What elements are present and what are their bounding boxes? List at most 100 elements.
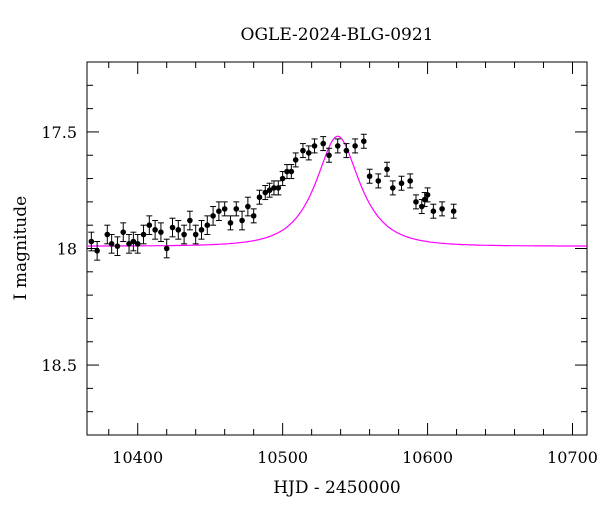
data-marker — [163, 245, 170, 252]
data-point — [233, 201, 240, 217]
data-point — [108, 234, 115, 254]
data-point — [299, 143, 306, 159]
data-point — [152, 220, 159, 240]
data-marker — [94, 248, 100, 254]
data-marker — [450, 208, 457, 214]
data-point — [94, 241, 101, 261]
data-point — [421, 192, 428, 208]
data-marker — [256, 194, 263, 201]
data-marker — [250, 213, 257, 219]
data-point — [88, 231, 95, 252]
data-marker — [175, 227, 182, 233]
data-point — [181, 224, 188, 245]
data-point — [360, 133, 367, 149]
data-marker — [210, 213, 216, 219]
data-point — [204, 215, 211, 236]
data-point — [198, 220, 205, 240]
data-marker — [275, 185, 282, 191]
data-point — [104, 224, 111, 245]
data-marker — [88, 238, 95, 245]
data-point — [134, 234, 141, 254]
data-point — [384, 161, 390, 177]
data-marker — [305, 150, 312, 156]
data-marker — [320, 140, 327, 147]
data-point — [157, 222, 164, 243]
data-marker — [198, 227, 205, 233]
data-marker — [389, 185, 396, 191]
data-marker — [300, 147, 306, 154]
data-point — [114, 236, 121, 256]
data-point — [275, 180, 282, 196]
data-marker — [279, 175, 286, 182]
data-point — [326, 147, 333, 163]
data-marker — [398, 180, 405, 187]
data-point — [163, 238, 170, 259]
data-marker — [384, 166, 390, 173]
data-point — [311, 138, 318, 154]
data-marker — [187, 217, 193, 224]
data-marker — [114, 243, 121, 249]
data-marker — [430, 208, 437, 214]
data-point — [140, 224, 147, 245]
plot-area — [86, 61, 588, 436]
y-axis-label: I magnitude — [11, 196, 31, 300]
data-point — [256, 189, 263, 205]
data-marker — [192, 231, 199, 238]
data-marker — [421, 196, 428, 203]
data-point — [250, 208, 257, 224]
chart-title: OGLE-2024-BLG-0921 — [241, 25, 434, 45]
data-point — [169, 217, 176, 238]
x-axis-label: HJD - 2450000 — [273, 478, 401, 498]
y-tick-label: 18.5 — [41, 356, 77, 375]
data-point — [439, 201, 446, 217]
data-point — [146, 215, 153, 236]
data-point — [210, 206, 217, 226]
data-marker — [375, 178, 382, 184]
data-marker — [366, 173, 373, 180]
y-tick-label: 18 — [57, 240, 77, 259]
data-point — [305, 145, 312, 161]
data-marker — [227, 220, 234, 226]
data-marker — [120, 229, 127, 235]
data-marker — [130, 238, 137, 245]
data-point — [334, 138, 341, 154]
data-marker — [284, 168, 290, 175]
data-marker — [233, 206, 240, 212]
data-point — [239, 210, 246, 231]
data-marker — [343, 147, 350, 154]
data-point — [227, 215, 234, 231]
data-marker — [424, 192, 431, 198]
data-point — [120, 222, 127, 243]
data-marker — [169, 224, 176, 231]
data-marker — [271, 185, 277, 191]
data-point — [352, 138, 359, 154]
data-point — [244, 196, 251, 217]
x-tick-label: 10700 — [547, 448, 598, 467]
data-marker — [352, 143, 358, 149]
data-point — [130, 231, 137, 252]
data-point — [343, 143, 350, 159]
data-marker — [326, 152, 332, 159]
x-tick-label: 10600 — [402, 448, 453, 467]
data-marker — [158, 229, 164, 235]
data-marker — [140, 231, 147, 238]
data-point — [270, 180, 277, 196]
data-marker — [439, 206, 445, 212]
data-marker — [334, 143, 341, 149]
data-point — [292, 152, 299, 168]
y-tick-label: 17.5 — [41, 123, 77, 142]
data-point — [366, 168, 373, 184]
data-point — [320, 136, 327, 152]
data-marker — [245, 203, 251, 210]
data-point — [398, 175, 405, 191]
data-point — [126, 234, 133, 254]
data-marker — [152, 227, 158, 233]
data-point — [389, 180, 396, 196]
data-point — [186, 210, 193, 231]
x-tick-label: 10500 — [257, 448, 308, 467]
data-marker — [361, 138, 367, 145]
data-marker — [413, 199, 419, 205]
data-marker — [266, 187, 273, 194]
x-tick-label: 10400 — [112, 448, 163, 467]
